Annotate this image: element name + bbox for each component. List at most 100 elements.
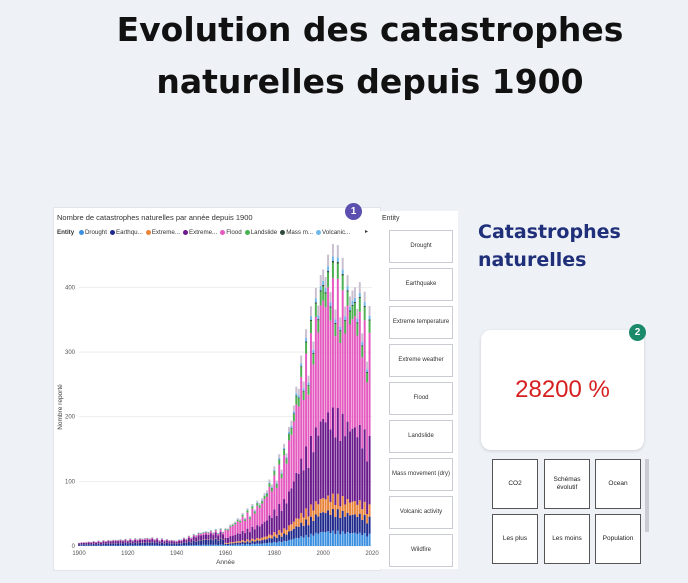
bar-segment xyxy=(224,543,227,546)
bar-segment xyxy=(92,543,95,546)
bar-segment xyxy=(275,515,278,535)
bar-segment xyxy=(312,520,315,536)
bar-segment xyxy=(300,367,303,377)
bar-segment xyxy=(256,505,259,526)
bar-segment xyxy=(226,529,229,531)
slicer-item[interactable]: Extreme weather xyxy=(389,344,453,377)
slicer-item[interactable]: Landslide xyxy=(389,420,453,453)
slicer-item[interactable]: Flood xyxy=(389,382,453,415)
bar-segment xyxy=(148,542,151,546)
bar-segment xyxy=(158,540,161,542)
bar-segment xyxy=(95,544,98,546)
navigation-scrollbar[interactable] xyxy=(645,459,649,532)
bar-segment xyxy=(319,286,322,291)
bar-segment xyxy=(204,532,207,535)
legend-item[interactable]: Drought xyxy=(78,229,107,236)
bar-segment xyxy=(268,534,271,538)
bar-segment xyxy=(339,330,342,332)
bar-segment xyxy=(102,540,105,542)
slicer-item[interactable]: Wildfire xyxy=(389,534,453,567)
bar-segment xyxy=(200,533,203,536)
bar-segment xyxy=(363,514,366,534)
bar-segment xyxy=(241,512,244,515)
bar-segment xyxy=(207,533,210,535)
slicer-item[interactable]: Drought xyxy=(389,230,453,263)
caret-right-icon[interactable]: ▸ xyxy=(365,229,369,235)
bar-segment xyxy=(168,541,171,544)
bar-segment xyxy=(361,448,364,510)
bar-segment xyxy=(204,544,207,546)
bar-segment xyxy=(309,516,312,534)
bar-segment xyxy=(185,545,188,546)
legend-item[interactable]: Landslide xyxy=(244,229,278,236)
legend-item[interactable]: Mass m... xyxy=(280,229,313,236)
bar-segment xyxy=(290,428,293,435)
bar-segment xyxy=(168,543,171,546)
bar-segment xyxy=(261,500,264,501)
nav-button[interactable]: CO2 xyxy=(492,459,538,509)
legend-item[interactable]: Extreme... xyxy=(145,229,180,236)
legend-label: Landslide xyxy=(250,229,278,236)
bar-segment xyxy=(217,544,220,546)
bar-segment xyxy=(151,539,154,543)
bar-segment xyxy=(329,292,332,303)
bar-segment xyxy=(305,341,308,343)
slicer-item[interactable]: Volcanic activity xyxy=(389,496,453,529)
bar-segment xyxy=(231,535,234,543)
nav-button[interactable]: Les moins xyxy=(544,514,590,564)
bar-segment xyxy=(195,535,198,538)
bar-segment xyxy=(234,542,237,545)
nav-button[interactable]: Les plus xyxy=(492,514,538,564)
nav-button[interactable]: Ocean xyxy=(595,459,641,509)
bar-segment xyxy=(346,421,349,500)
bar-segment xyxy=(226,530,229,538)
bar-segment xyxy=(275,480,278,484)
bar-segment xyxy=(234,534,237,542)
bar-segment xyxy=(317,435,320,505)
bar-segment xyxy=(366,523,369,537)
bar-segment xyxy=(344,333,347,437)
legend-item[interactable]: Earthqu... xyxy=(109,229,143,236)
bar-segment xyxy=(231,523,234,525)
legend-item[interactable]: Flood xyxy=(220,229,242,236)
nav-button[interactable]: Schémas évolutif xyxy=(544,459,590,509)
bar-segment xyxy=(368,504,371,517)
bar-segment xyxy=(153,545,156,546)
bar-segment xyxy=(280,510,283,533)
bar-segment xyxy=(226,528,229,530)
disasters-chart-panel[interactable]: Nombre de catastrophes naturelles par an… xyxy=(53,207,381,571)
bar-segment xyxy=(346,305,349,422)
bar-segment xyxy=(331,260,334,263)
slicer-item[interactable]: Mass movement (dry) xyxy=(389,458,453,491)
bar-segment xyxy=(336,261,339,264)
bar-segment xyxy=(248,544,251,546)
bar-segment xyxy=(170,540,173,542)
legend-item[interactable]: Volcanic... xyxy=(316,229,350,236)
bar-segment xyxy=(185,540,188,543)
bar-segment xyxy=(290,488,293,525)
bar-segment xyxy=(297,388,300,396)
legend-item[interactable]: Extreme... xyxy=(183,229,217,236)
bar-segment xyxy=(358,298,361,312)
bar-segment xyxy=(356,437,359,505)
bar-segment xyxy=(283,533,286,541)
nav-button[interactable]: Population xyxy=(595,514,641,564)
bar-segment xyxy=(314,287,317,299)
bar-segment xyxy=(339,506,342,518)
bar-segment xyxy=(349,533,352,546)
bar-segment xyxy=(263,543,266,546)
legend-label: Flood xyxy=(226,229,242,236)
bar-segment xyxy=(217,540,220,545)
bar-segment xyxy=(273,475,276,510)
bar-segment xyxy=(288,434,290,441)
slicer-item[interactable]: Earthquake xyxy=(389,268,453,301)
chart-legend[interactable]: Entity Drought Earthqu... Extreme... Extrem… xyxy=(57,229,353,236)
bar-segment xyxy=(109,540,112,542)
bar-segment xyxy=(351,306,354,320)
bar-segment xyxy=(339,342,342,441)
slicer-item[interactable]: Extreme temperature xyxy=(389,306,453,339)
bar-segment xyxy=(124,540,127,543)
bar-segment xyxy=(353,303,356,317)
bar-segment xyxy=(278,459,281,465)
bar-segment xyxy=(97,540,100,542)
